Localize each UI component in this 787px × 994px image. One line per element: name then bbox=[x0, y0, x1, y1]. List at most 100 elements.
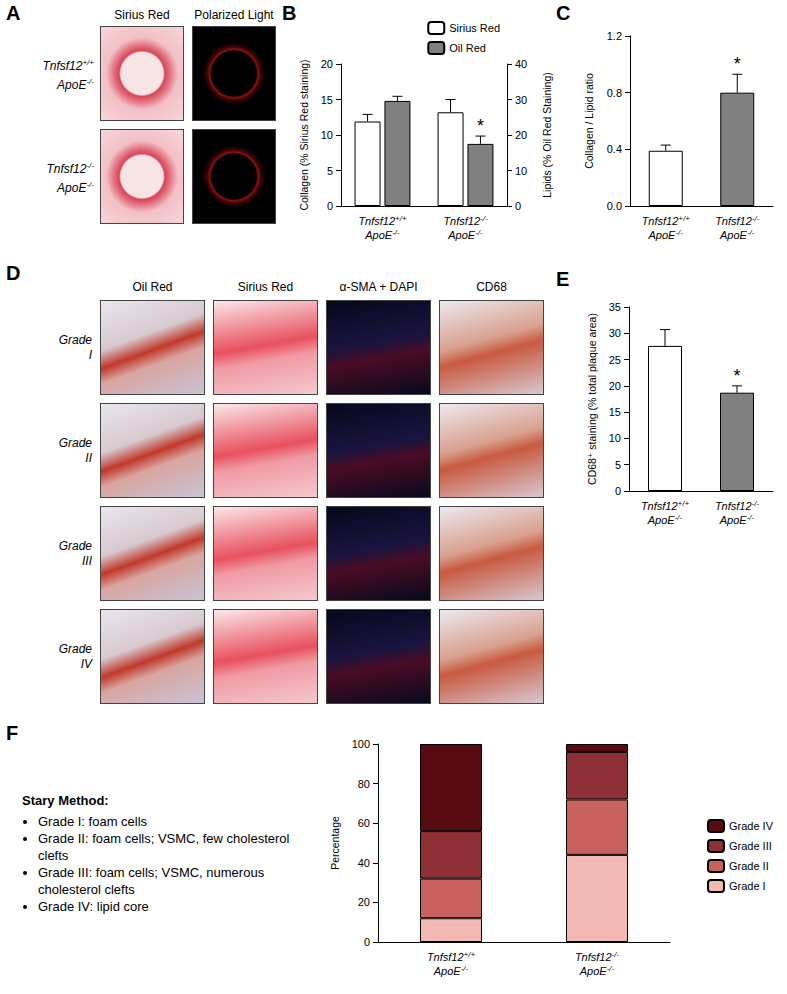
html-text:ApoE-/-: ApoE-/- bbox=[57, 179, 94, 195]
html-text:Grade: Grade bbox=[58, 435, 92, 450]
svg-text:Oil Red: Oil Red bbox=[449, 42, 486, 54]
svg-text:ApoE: ApoE bbox=[647, 514, 676, 526]
svg-text:Tnfsf12: Tnfsf12 bbox=[641, 500, 678, 512]
svg-text:Percentage: Percentage bbox=[329, 816, 341, 870]
html-text:ApoE-/-: ApoE-/- bbox=[57, 76, 94, 92]
html-text:Grade IV: lipid core: Grade IV: lipid core bbox=[38, 899, 149, 914]
svg-text:100: 100 bbox=[352, 738, 370, 750]
svg-text:Tnfsf12: Tnfsf12 bbox=[642, 215, 679, 227]
html-text:Grade: Grade bbox=[58, 641, 92, 656]
svg-text:20: 20 bbox=[358, 896, 370, 908]
svg-text:-/-: -/- bbox=[392, 228, 400, 237]
svg-text:Tnfsf12: Tnfsf12 bbox=[575, 951, 612, 963]
svg-text:20: 20 bbox=[321, 58, 333, 70]
svg-text:+/+: +/+ bbox=[395, 214, 407, 223]
svg-text:Tnfsf12: Tnfsf12 bbox=[715, 215, 752, 227]
html-text:Stary Method:: Stary Method: bbox=[22, 793, 109, 808]
svg-text:Tnfsf12: Tnfsf12 bbox=[443, 215, 480, 227]
svg-text:ApoE: ApoE bbox=[648, 229, 677, 241]
svg-text:-/-: -/- bbox=[675, 513, 683, 522]
svg-text:20: 20 bbox=[609, 380, 621, 392]
svg-text:ApoE: ApoE bbox=[719, 229, 748, 241]
svg-text:-/-: -/- bbox=[475, 228, 483, 237]
html-text:Grade III: foam cells; VSMC, n: Grade III: foam cells; VSMC, numerous ch… bbox=[38, 865, 265, 897]
html-text:IV: IV bbox=[80, 656, 92, 671]
svg-text:15: 15 bbox=[321, 94, 333, 106]
svg-text:Collagen / Lipid ratio: Collagen / Lipid ratio bbox=[583, 73, 595, 169]
svg-text:10: 10 bbox=[515, 165, 527, 177]
svg-text:-/-: -/- bbox=[752, 214, 760, 223]
svg-text:*: * bbox=[477, 116, 484, 136]
svg-text:0.0: 0.0 bbox=[607, 200, 622, 212]
svg-text:CD68⁺ staining (% total plaque: CD68⁺ staining (% total plaque area) bbox=[586, 313, 598, 485]
svg-text:10: 10 bbox=[609, 432, 621, 444]
html-text:Grade I: foam cells: Grade I: foam cells bbox=[38, 814, 148, 829]
html-text:Sirius Red: Sirius Red bbox=[237, 280, 294, 294]
svg-text:0: 0 bbox=[364, 936, 370, 948]
svg-text:Grade II: Grade II bbox=[729, 860, 769, 872]
svg-text:10: 10 bbox=[321, 129, 333, 141]
svg-text:0: 0 bbox=[327, 200, 333, 212]
svg-text:-/-: -/- bbox=[747, 228, 755, 237]
svg-text:20: 20 bbox=[515, 129, 527, 141]
svg-text:ApoE: ApoE bbox=[433, 965, 462, 977]
svg-text:40: 40 bbox=[358, 857, 370, 869]
html-text:B: B bbox=[282, 2, 297, 24]
svg-text:0: 0 bbox=[615, 485, 621, 497]
svg-text:*: * bbox=[734, 54, 741, 74]
svg-text:Grade I: Grade I bbox=[729, 880, 766, 892]
svg-text:35: 35 bbox=[609, 301, 621, 313]
svg-text:5: 5 bbox=[327, 165, 333, 177]
html-text:A: A bbox=[6, 2, 21, 24]
html-text:F: F bbox=[6, 722, 19, 744]
svg-text:+/+: +/+ bbox=[678, 214, 690, 223]
svg-text:40: 40 bbox=[515, 58, 527, 70]
svg-text:Lipids (% Oil Red Staining): Lipids (% Oil Red Staining) bbox=[541, 72, 553, 197]
svg-text:Tnfsf12: Tnfsf12 bbox=[715, 500, 752, 512]
html-text:C: C bbox=[556, 2, 571, 24]
html-text:Grade: Grade bbox=[58, 332, 92, 347]
svg-text:Grade III: Grade III bbox=[729, 840, 772, 852]
svg-text:+/+: +/+ bbox=[464, 950, 476, 959]
html-text:Tnfsf12+/+: Tnfsf12+/+ bbox=[42, 57, 94, 73]
svg-text:-/-: -/- bbox=[607, 964, 615, 973]
svg-text:-/-: -/- bbox=[612, 950, 620, 959]
html-text:Polarized Light: Polarized Light bbox=[194, 8, 274, 22]
svg-text:Sirius Red: Sirius Red bbox=[449, 22, 500, 34]
svg-text:60: 60 bbox=[358, 817, 370, 829]
html-text:Sirius Red: Sirius Red bbox=[114, 8, 170, 22]
svg-text:0: 0 bbox=[515, 200, 521, 212]
svg-text:*: * bbox=[733, 366, 740, 386]
svg-text:5: 5 bbox=[615, 459, 621, 471]
html-text:CD68: CD68 bbox=[476, 280, 507, 294]
svg-text:-/-: -/- bbox=[480, 214, 488, 223]
svg-text:-/-: -/- bbox=[675, 228, 683, 237]
svg-text:30: 30 bbox=[515, 94, 527, 106]
svg-text:80: 80 bbox=[358, 778, 370, 790]
svg-text:ApoE: ApoE bbox=[447, 229, 476, 241]
svg-text:-/-: -/- bbox=[747, 513, 755, 522]
svg-text:15: 15 bbox=[609, 406, 621, 418]
svg-text:ApoE: ApoE bbox=[364, 229, 393, 241]
svg-text:Tnfsf12: Tnfsf12 bbox=[358, 215, 395, 227]
svg-text:-/-: -/- bbox=[752, 499, 760, 508]
svg-text:1.2: 1.2 bbox=[607, 30, 622, 42]
svg-text:ApoE: ApoE bbox=[719, 514, 748, 526]
svg-text:Grade IV: Grade IV bbox=[729, 820, 774, 832]
svg-text:Collagen (% Sirius Red stainin: Collagen (% Sirius Red staining) bbox=[298, 59, 310, 210]
svg-text:+/+: +/+ bbox=[678, 499, 690, 508]
html-text:Oil Red: Oil Red bbox=[132, 280, 173, 294]
html-text:Grade II: foam cells; VSMC, fe: Grade II: foam cells; VSMC, few choleste… bbox=[38, 831, 290, 863]
html-text:E: E bbox=[556, 268, 570, 290]
svg-text:Tnfsf12: Tnfsf12 bbox=[427, 951, 464, 963]
svg-text:30: 30 bbox=[609, 327, 621, 339]
svg-text:ApoE: ApoE bbox=[579, 965, 608, 977]
html-text:Grade: Grade bbox=[58, 538, 92, 553]
html-text:Tnfsf12-/-: Tnfsf12-/- bbox=[46, 160, 94, 176]
svg-text:25: 25 bbox=[609, 354, 621, 366]
html-text:α-SMA + DAPI: α-SMA + DAPI bbox=[339, 280, 418, 294]
svg-text:0.4: 0.4 bbox=[607, 143, 622, 155]
html-text:D: D bbox=[6, 262, 21, 284]
svg-text:0.8: 0.8 bbox=[607, 87, 622, 99]
svg-text:-/-: -/- bbox=[461, 964, 469, 973]
